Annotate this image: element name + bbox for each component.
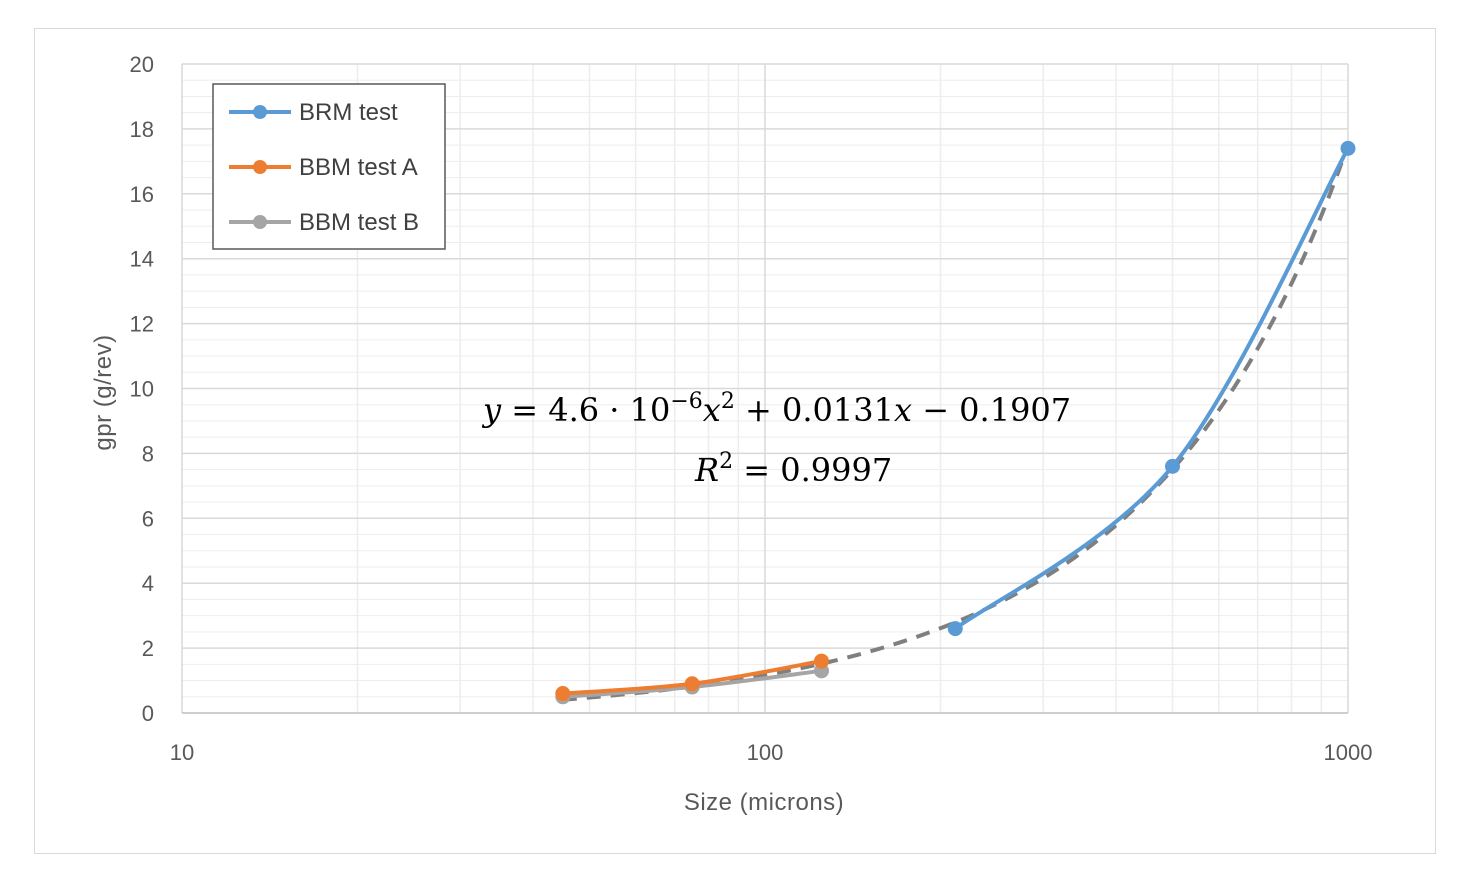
legend-item-bbm-test-b: BBM test B <box>229 209 419 236</box>
legend-marker-bbm-test-a <box>253 160 267 174</box>
r-squared-text: 𝑅2 = 0.9997 <box>694 449 892 489</box>
series-line-brm-test <box>954 147 1350 631</box>
legend-item-brm-test: BRM test <box>229 99 398 126</box>
equation-part-2: −6 <box>670 389 702 414</box>
equation-part-3: 𝑥 <box>703 391 721 429</box>
series-brm-test <box>947 140 1356 637</box>
y-tick-label: 16 <box>130 182 154 207</box>
equation-part-4: 2 <box>721 389 735 414</box>
y-tick-label: 12 <box>130 312 154 337</box>
x-tick-label: 1000 <box>1324 740 1373 765</box>
y-tick-labels: 0 2 4 6 8 10 12 14 16 18 20 <box>130 52 154 726</box>
data-point-brm-test <box>947 621 963 637</box>
legend-marker-bbm-test-b <box>253 215 267 229</box>
x-axis-title: Size (microns) <box>684 789 844 816</box>
y-tick-label: 10 <box>130 377 154 402</box>
y-tick-label: 20 <box>130 52 154 77</box>
r2-part-2: 2 <box>719 449 733 474</box>
x-tick-label: 100 <box>747 740 784 765</box>
legend-label-brm-test: BRM test <box>299 99 398 126</box>
r2-part-1: 𝑅 <box>694 451 719 489</box>
y-tick-label: 2 <box>142 636 154 661</box>
legend-item-bbm-test-a: BBM test A <box>229 154 418 181</box>
y-tick-label: 14 <box>130 247 154 272</box>
equation-part-1: 𝑦 = 4.6 · 10 <box>481 391 670 429</box>
series-layer <box>555 140 1356 705</box>
data-point-bbm-test-a <box>813 653 829 669</box>
legend-label-bbm-test-b: BBM test B <box>299 209 419 236</box>
svg-text:𝑦 = 4.6 · 10−6𝑥2 + 0.0131𝑥: 𝑦 = 4.6 · 10−6𝑥2 + 0.0131𝑥 − 0.1907 <box>481 389 1071 429</box>
legend: BRM test BBM test A BBM test B <box>212 83 446 250</box>
series-bbm-test-a <box>555 653 829 702</box>
data-point-brm-test <box>1340 140 1356 156</box>
y-tick-label: 6 <box>142 506 154 531</box>
trendline-equation: 𝑦 = 4.6 · 10−6𝑥2 + 0.0131𝑥 − 0.1907 𝑅2 =… <box>481 389 1071 489</box>
y-tick-label: 8 <box>142 441 154 466</box>
data-point-bbm-test-a <box>684 676 700 692</box>
y-tick-label: 0 <box>142 701 154 726</box>
data-point-bbm-test-a <box>555 686 571 702</box>
legend-marker-brm-test <box>253 105 267 119</box>
y-tick-label: 4 <box>142 571 154 596</box>
x-tick-labels: 10 100 1000 <box>170 740 1373 765</box>
equation-part-5: + 0.0131𝑥 − 0.1907 <box>735 391 1071 429</box>
y-tick-label: 18 <box>130 117 154 142</box>
y-axis-title: gpr (g/rev) <box>90 334 117 450</box>
legend-label-bbm-test-a: BBM test A <box>299 154 418 181</box>
x-tick-label: 10 <box>170 740 194 765</box>
r2-part-3: = 0.9997 <box>733 451 892 489</box>
data-point-brm-test <box>1164 458 1180 474</box>
